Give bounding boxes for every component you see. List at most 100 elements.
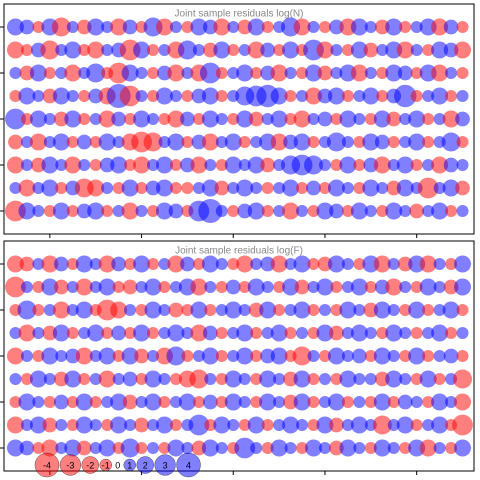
residual-bubble (66, 21, 79, 33)
residual-bubble (387, 136, 400, 148)
residual-bubble (41, 156, 59, 174)
residual-bubble (341, 136, 354, 148)
residual-bubble (327, 179, 345, 197)
residual-bubble (330, 67, 343, 79)
residual-bubble (168, 302, 184, 318)
residual-bubble (410, 396, 423, 408)
residual-bubble (110, 301, 128, 319)
residual-bubble (250, 136, 263, 148)
residual-bubble (284, 327, 297, 339)
residual-bubble (293, 255, 311, 273)
residual-bubble (134, 417, 149, 433)
residual-bubble (292, 346, 312, 366)
residual-bubble (373, 255, 391, 273)
residual-bubble (317, 88, 333, 104)
residual-bubble (135, 182, 148, 194)
residual-bubble (89, 113, 102, 125)
residual-bubble (43, 67, 56, 79)
residual-bubble (98, 133, 116, 151)
residual-bubble (387, 159, 400, 171)
residual-bubble (167, 133, 185, 151)
residual-bubble (75, 416, 93, 434)
residual-bubble (42, 417, 58, 433)
residual-bubble (307, 113, 320, 125)
residual-bubble (339, 110, 357, 128)
residual-bubble (215, 442, 228, 454)
residual-bubble (374, 371, 390, 387)
residual-bubble (66, 327, 79, 339)
legend-bubble (136, 456, 154, 474)
residual-bubble (261, 327, 274, 339)
residual-bubble (167, 64, 185, 82)
residual-bubble (227, 21, 240, 33)
residual-bubble (9, 396, 22, 408)
residual-bubble (260, 42, 276, 58)
residual-bubble (227, 44, 240, 56)
residual-bubble (201, 255, 219, 273)
residual-bubble (307, 258, 320, 270)
residual-bubble (247, 156, 265, 174)
residual-bubble (133, 156, 151, 174)
residual-bubble (261, 442, 274, 454)
residual-bubble (29, 370, 47, 388)
residual-bubble (385, 18, 403, 36)
residual-bubble (238, 281, 251, 293)
residual-bubble (32, 182, 45, 194)
legend-label: 1 (127, 460, 132, 470)
residual-bubble (419, 370, 437, 388)
residual-bubble (135, 396, 148, 408)
residual-bubble (284, 304, 297, 316)
residual-bubble (20, 350, 33, 362)
residual-bubble (443, 19, 459, 35)
residual-bubble (422, 327, 435, 339)
residual-bubble (386, 180, 402, 196)
residual-bubble (227, 182, 240, 194)
legend-label: -1 (102, 460, 110, 470)
residual-bubble (353, 90, 366, 102)
residual-bubble (341, 182, 354, 194)
residual-bubble (374, 19, 390, 35)
residual-bubble (75, 347, 93, 365)
residual-bubble (181, 327, 194, 339)
residual-bubble (53, 256, 69, 272)
residual-bubble (350, 64, 368, 82)
residual-bubble (410, 327, 423, 339)
legend-label: -3 (66, 460, 74, 470)
residual-bubble (386, 111, 402, 127)
residual-bubble (157, 65, 172, 81)
residual-bubble (419, 439, 437, 457)
residual-bubble (89, 350, 102, 362)
residual-bubble (376, 205, 389, 217)
residual-bubble (422, 44, 435, 56)
residual-bubble (32, 21, 45, 33)
residual-bubble (32, 281, 45, 293)
residual-bubble (42, 88, 58, 104)
residual-bubble (282, 416, 300, 434)
residual-bubble (270, 255, 288, 273)
residual-bubble (181, 182, 194, 194)
residual-bubble (181, 67, 194, 79)
residual-bubble (202, 394, 218, 410)
residual-bubble (399, 21, 412, 33)
residual-bubble (43, 373, 56, 385)
residual-bubble (201, 347, 219, 365)
residual-bubble (55, 159, 68, 171)
residual-bubble (144, 370, 162, 388)
residual-bubble (78, 113, 91, 125)
residual-bubble (124, 304, 137, 316)
residual-bubble (296, 419, 309, 431)
residual-bubble (282, 278, 300, 296)
residual-bubble (261, 113, 274, 125)
residual-bubble (147, 113, 160, 125)
residual-bubble (341, 258, 354, 270)
residual-bubble (215, 350, 228, 362)
residual-bubble (215, 373, 228, 385)
residual-bubble (224, 301, 242, 319)
residual-bubble (443, 279, 459, 295)
legend-bubble (176, 452, 201, 478)
residual-bubble (181, 304, 194, 316)
residual-bubble (66, 419, 79, 431)
residual-bubble (353, 373, 366, 385)
residual-bubble (121, 179, 139, 197)
